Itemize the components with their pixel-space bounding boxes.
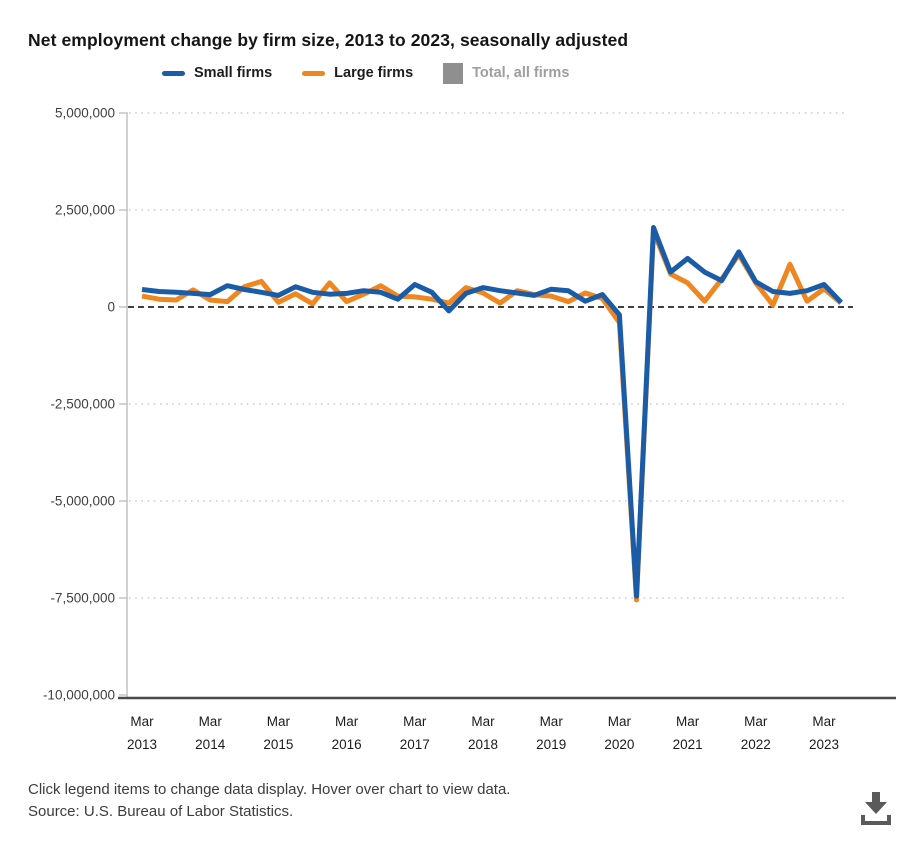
- legend-label-small-firms: Small firms: [194, 65, 273, 81]
- chart-area[interactable]: 5,000,000 2,500,000 0 -2,500,000 -5,000,000 -…: [0, 95, 914, 770]
- x-axis-label-month: Mar: [199, 714, 223, 729]
- series-line-small-firms[interactable]: [141, 225, 843, 599]
- legend-label-large-firms: Large firms: [334, 65, 414, 81]
- x-axis-label-month: Mar: [335, 714, 359, 729]
- legend-item-small-firms[interactable]: Small firms: [162, 65, 272, 81]
- chart-legend: Small firms Large firms Total, all firms: [162, 60, 569, 86]
- legend-item-large-firms[interactable]: Large firms: [302, 65, 413, 81]
- download-icon: [861, 792, 891, 825]
- line-chart[interactable]: 5,000,000 2,500,000 0 -2,500,000 -5,000,000 -…: [0, 95, 914, 770]
- page-title: Net employment change by firm size, 2013…: [28, 29, 629, 50]
- x-axis-label-year: 2014: [195, 737, 226, 752]
- large-firms-line-swatch-icon: [302, 70, 326, 76]
- chart-footnote: Click legend items to change data displa…: [28, 779, 808, 823]
- footnote-source: Source: U.S. Bureau of Labor Statistics.: [28, 803, 294, 820]
- x-axis-label-month: Mar: [130, 714, 154, 729]
- y-axis-label: 0: [107, 300, 115, 315]
- x-axis-label-year: 2020: [604, 737, 634, 752]
- x-axis-label-month: Mar: [812, 714, 836, 729]
- x-axis-label-year: 2017: [400, 737, 430, 752]
- x-axis-label-year: 2022: [741, 737, 771, 752]
- y-axis-label: -10,000,000: [43, 688, 115, 703]
- x-axis-label-year: 2019: [536, 737, 566, 752]
- x-axis-label-month: Mar: [676, 714, 700, 729]
- legend-label-total-all-firms: Total, all firms: [472, 65, 570, 81]
- y-axis-label: -2,500,000: [50, 397, 115, 412]
- legend-item-total-all-firms[interactable]: Total, all firms: [443, 62, 570, 84]
- x-axis-label-month: Mar: [403, 714, 427, 729]
- total-firms-square-swatch-icon: [443, 62, 464, 84]
- x-axis-label-year: 2021: [673, 737, 703, 752]
- x-axis-label-year: 2015: [263, 737, 293, 752]
- download-button[interactable]: [858, 791, 894, 829]
- x-axis-label-year: 2013: [127, 737, 157, 752]
- small-firms-line-swatch-icon: [162, 70, 185, 76]
- x-axis-label-year: 2023: [809, 737, 839, 752]
- x-axis-label-month: Mar: [267, 714, 291, 729]
- x-axis-label-month: Mar: [471, 714, 495, 729]
- x-axis-label-month: Mar: [608, 714, 632, 729]
- x-axis-label-year: 2016: [332, 737, 362, 752]
- footnote-instructions: Click legend items to change data displa…: [28, 781, 511, 798]
- y-axis-label: -5,000,000: [50, 494, 115, 509]
- chart-plot-area[interactable]: [127, 113, 853, 698]
- y-axis-label: 5,000,000: [55, 106, 115, 121]
- x-axis-label-month: Mar: [540, 714, 564, 729]
- x-axis-label-month: Mar: [744, 714, 768, 729]
- x-axis-label-year: 2018: [468, 737, 498, 752]
- y-axis-label: 2,500,000: [55, 203, 115, 218]
- y-axis-label: -7,500,000: [50, 591, 115, 606]
